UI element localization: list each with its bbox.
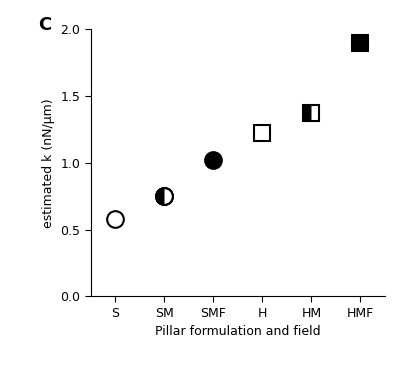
Text: C: C <box>38 16 51 34</box>
X-axis label: Pillar formulation and field: Pillar formulation and field <box>155 326 321 339</box>
Y-axis label: estimated k (nN/μm): estimated k (nN/μm) <box>42 98 55 228</box>
